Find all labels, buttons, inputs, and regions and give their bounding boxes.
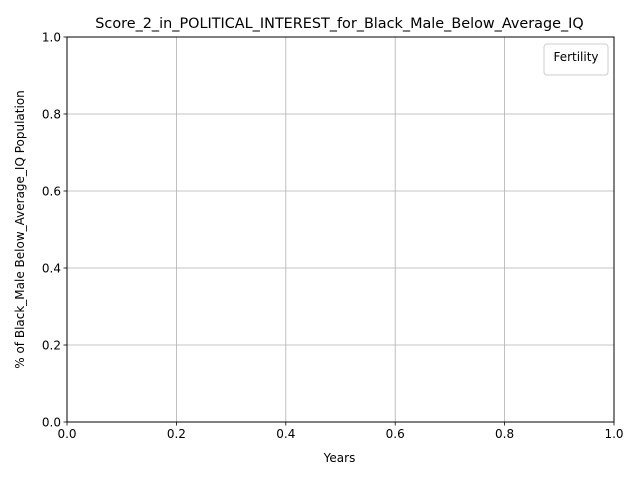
tick-layer: 0.0 0.2 0.4 0.6 0.8 1.0 0.0 0.2 0.4 0.6 0.8 1.0 (42, 31, 624, 442)
y-tick-label: 1.0 (42, 31, 61, 45)
y-tick-label: 0.8 (42, 108, 61, 122)
x-axis-label: Years (323, 451, 356, 465)
x-tick-label: 0.0 (57, 427, 76, 441)
grid-layer (66, 36, 615, 423)
y-axis-label: % of Black_Male Below_Average_IQ Populat… (13, 90, 27, 369)
y-tick-label: 0.4 (42, 262, 61, 276)
x-tick-label: 0.4 (276, 427, 295, 441)
legend: Fertility (543, 43, 609, 76)
x-tick-label: 1.0 (604, 427, 623, 441)
y-tick-label: 0.0 (42, 416, 61, 430)
legend-box (543, 43, 609, 76)
x-tick-label: 0.6 (386, 427, 405, 441)
x-tick-label: 0.2 (167, 427, 186, 441)
legend-title: Fertility (553, 50, 598, 64)
x-tick-label: 0.8 (495, 427, 514, 441)
chart-title: Score_2_in_POLITICAL_INTEREST_for_Black_… (95, 16, 583, 32)
y-tick-label: 0.6 (42, 185, 61, 199)
y-tick-label: 0.2 (42, 339, 61, 353)
plot-frame (66, 36, 615, 423)
